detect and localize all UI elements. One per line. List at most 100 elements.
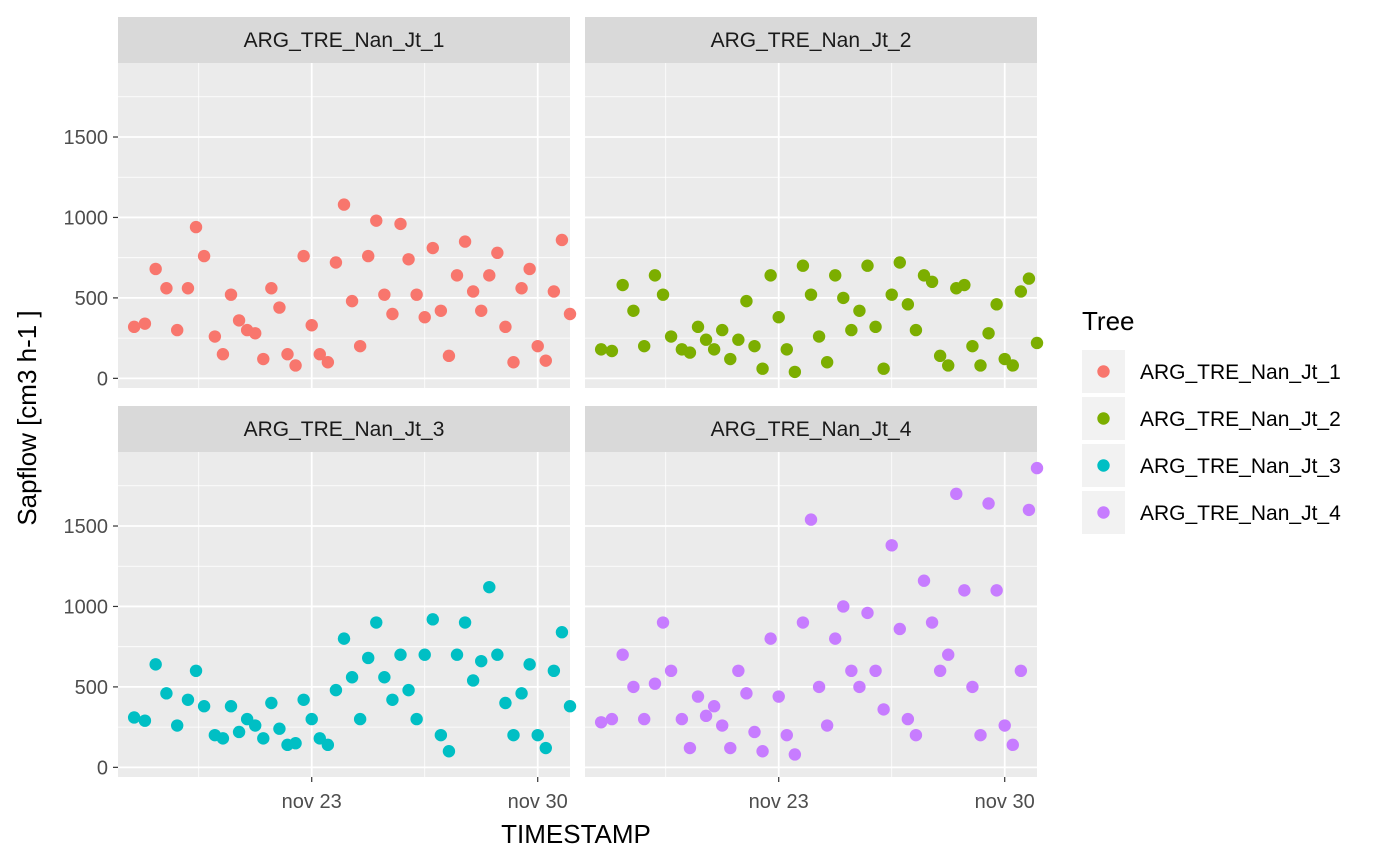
legend-key-point xyxy=(1097,506,1110,519)
data-point xyxy=(362,249,375,263)
data-point xyxy=(594,716,608,729)
data-point xyxy=(402,253,415,266)
data-point xyxy=(515,687,528,700)
data-point xyxy=(442,349,456,363)
data-point xyxy=(691,690,705,703)
data-point xyxy=(181,693,195,706)
data-point xyxy=(499,696,512,710)
data-point xyxy=(893,622,906,636)
data-point xyxy=(998,719,1011,732)
data-point xyxy=(224,700,238,713)
data-point xyxy=(664,664,678,678)
data-point xyxy=(426,613,439,626)
facet-panel: ARG_TRE_Nan_Jt_1 0 500 1000 1500 xyxy=(64,17,577,390)
data-point xyxy=(138,317,152,330)
data-point xyxy=(539,354,552,367)
data-point xyxy=(547,285,561,298)
legend-label: ARG_TRE_Nan_Jt_2 xyxy=(1140,408,1341,431)
data-point xyxy=(966,680,979,694)
data-point xyxy=(1030,461,1044,475)
data-point xyxy=(515,282,528,295)
data-point xyxy=(197,249,211,263)
data-point xyxy=(732,333,745,346)
data-point xyxy=(458,235,472,248)
data-point xyxy=(426,241,439,255)
data-point xyxy=(160,282,173,295)
data-point xyxy=(982,497,995,510)
data-point xyxy=(483,269,496,282)
data-point xyxy=(716,719,729,732)
data-point xyxy=(966,339,979,353)
data-point xyxy=(732,664,745,678)
y-tick-label: 0 xyxy=(97,368,108,390)
data-point xyxy=(434,304,448,317)
data-point xyxy=(257,352,270,366)
data-point xyxy=(942,359,955,372)
facet-strip-label: ARG_TRE_Nan_Jt_4 xyxy=(711,418,912,441)
data-point xyxy=(273,722,286,735)
data-point xyxy=(925,616,939,629)
data-point xyxy=(845,664,858,678)
data-point xyxy=(648,677,662,690)
panel-background xyxy=(118,63,570,388)
x-axis-title: TIMESTAMP xyxy=(501,819,651,849)
facet-strip xyxy=(118,406,570,452)
data-point xyxy=(458,616,472,629)
data-point xyxy=(594,343,608,356)
data-point xyxy=(531,728,544,742)
data-point xyxy=(216,348,230,361)
data-point xyxy=(605,712,619,726)
data-point xyxy=(740,687,753,700)
x-tick-label: nov 23 xyxy=(282,791,342,813)
data-point xyxy=(656,616,670,629)
data-point xyxy=(127,320,141,334)
facet-strip xyxy=(585,406,1037,452)
data-point xyxy=(181,282,195,295)
data-point xyxy=(189,220,203,234)
y-tick-label: 0 xyxy=(97,757,108,779)
data-point xyxy=(925,275,939,289)
data-point xyxy=(321,356,335,369)
data-point xyxy=(1006,359,1019,372)
data-point xyxy=(563,700,577,713)
data-point xyxy=(869,664,882,678)
data-point xyxy=(829,632,842,645)
data-point xyxy=(974,359,987,372)
facet-strip-label: ARG_TRE_Nan_Jt_3 xyxy=(244,418,445,441)
data-point xyxy=(362,651,375,665)
data-point xyxy=(724,741,737,755)
data-point xyxy=(265,696,278,710)
data-point xyxy=(982,327,995,340)
data-point xyxy=(232,725,246,739)
data-point xyxy=(149,262,162,276)
data-point xyxy=(909,728,923,742)
data-point xyxy=(853,680,866,694)
data-point xyxy=(637,712,651,726)
data-point xyxy=(772,311,785,324)
data-point xyxy=(724,352,737,366)
data-point xyxy=(313,348,326,361)
data-point xyxy=(265,282,278,295)
data-point xyxy=(353,339,367,353)
data-point xyxy=(170,719,184,732)
data-point xyxy=(933,664,947,678)
data-point xyxy=(648,269,662,282)
data-point xyxy=(1014,664,1028,678)
data-point xyxy=(861,606,874,620)
data-point xyxy=(281,348,294,361)
data-point xyxy=(491,648,504,661)
facet-strip-label: ARG_TRE_Nan_Jt_1 xyxy=(244,29,445,52)
data-point xyxy=(772,690,785,703)
legend-label: ARG_TRE_Nan_Jt_1 xyxy=(1140,361,1341,384)
data-point xyxy=(853,304,866,317)
data-point xyxy=(637,339,651,353)
data-point xyxy=(942,648,955,661)
data-point xyxy=(909,323,923,337)
data-point xyxy=(829,269,842,282)
data-point xyxy=(249,327,262,340)
data-point xyxy=(605,344,619,358)
data-point xyxy=(974,728,987,742)
data-point xyxy=(491,246,504,260)
